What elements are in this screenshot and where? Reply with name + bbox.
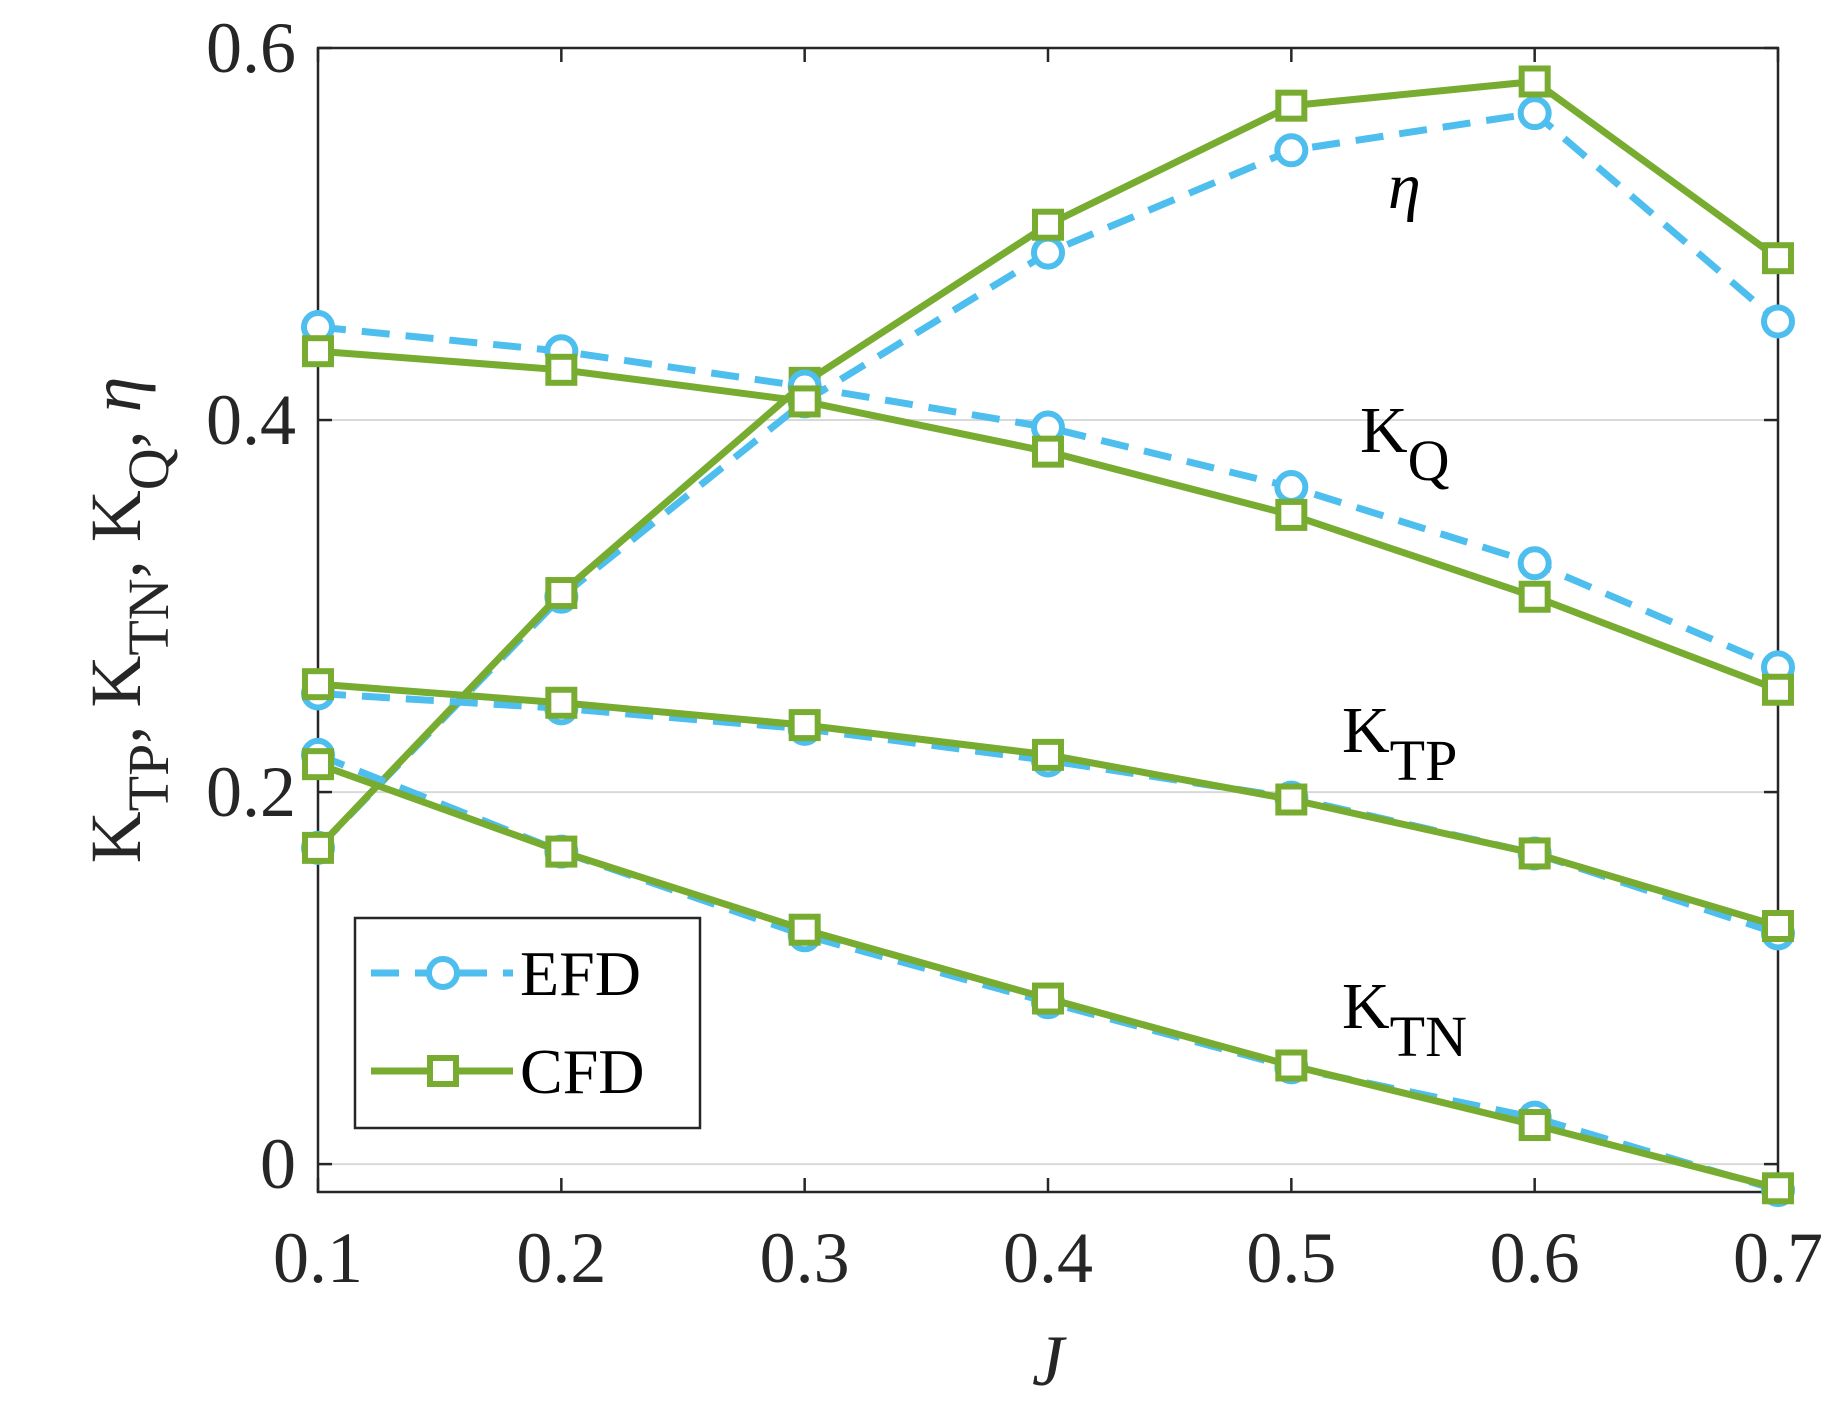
y-tick-label: 0.4 (206, 380, 296, 460)
annotation-subscript: TN (1390, 1004, 1467, 1069)
KTP-cfd-point (1762, 909, 1794, 942)
KTN-cfd-point (1275, 1049, 1308, 1082)
KTN-cfd-series (302, 748, 1794, 1205)
KQ-efd-point (1274, 469, 1309, 504)
y-label-part: , (76, 412, 156, 448)
y-label-part: , K (76, 490, 156, 578)
KTN-annotation: KTN (1342, 970, 1467, 1069)
legend-marker-cfd (427, 1055, 459, 1087)
annotation-base: K (1342, 694, 1390, 767)
y-tick-label: 0.6 (206, 8, 296, 88)
legend-marker-efd (426, 956, 460, 990)
y-axis-label: KTP, KTN, KQ, η (76, 377, 181, 864)
tick-labels: 0.1 0.2 0.3 0.4 0.5 0.6 0.7 0 0.2 0.4 0.6 (206, 8, 1823, 1298)
y-tick-label: 0 (260, 1124, 296, 1204)
x-tick-label: 0.6 (1490, 1218, 1580, 1298)
KQ-cfd-point (788, 385, 821, 418)
KTP-cfd-point (1518, 837, 1551, 870)
KTP-cfd-point (1275, 783, 1308, 816)
KTN-cfd-point (788, 913, 821, 946)
KQ-cfd-point (1762, 673, 1794, 706)
annotation-base: η (1388, 150, 1421, 223)
y-label-subscript: TP (116, 744, 181, 812)
annotation-base: K (1342, 970, 1390, 1043)
eta-efd-point (1274, 133, 1309, 168)
KTP-cfd-point (302, 668, 334, 701)
eta-efd-point (1031, 235, 1065, 270)
x-tick-label: 0.2 (516, 1218, 606, 1298)
annotation-subscript: Q (1408, 428, 1450, 493)
annotation-subscript: TP (1390, 728, 1458, 793)
legend: EFD CFD (353, 916, 702, 1130)
KTP-cfd-point (788, 709, 821, 742)
x-tick-label: 0.4 (1003, 1218, 1093, 1298)
KQ-efd-point (1517, 546, 1552, 581)
y-label-part: , K (76, 656, 156, 744)
KQ-annotation: KQ (1360, 394, 1450, 493)
KQ-cfd-point (545, 353, 578, 386)
eta-annotation: η (1388, 150, 1421, 223)
eta-cfd-point (1275, 89, 1308, 122)
y-label-subscript: TN (116, 578, 181, 655)
legend-label-cfd: CFD (520, 1036, 645, 1107)
KQ-cfd-series (302, 335, 1794, 706)
KTN-cfd-point (1518, 1109, 1551, 1142)
y-axis-label-text: KTP, KTN, KQ, η (76, 377, 181, 864)
eta-cfd-point (1518, 65, 1551, 98)
x-tick-label: 0.1 (273, 1218, 363, 1298)
eta-cfd-point (1032, 208, 1064, 241)
eta-cfd-series (302, 65, 1794, 864)
series-layer (301, 65, 1795, 1208)
KQ-cfd-point (1275, 498, 1308, 531)
KTN-cfd-point (1762, 1172, 1794, 1205)
legend-entry-efd: EFD (371, 938, 641, 1009)
KTP-annotation: KTP (1342, 694, 1457, 793)
KTP-cfd-point (1032, 738, 1064, 771)
x-tick-label: 0.7 (1733, 1218, 1823, 1298)
eta-efd-point (1761, 304, 1795, 339)
KQ-cfd-point (302, 335, 334, 368)
eta-efd-point (1517, 96, 1552, 131)
annotation-base: K (1360, 394, 1408, 467)
KTN-cfd-point (1032, 982, 1064, 1015)
legend-entry-cfd: CFD (371, 1036, 645, 1107)
KQ-cfd-point (1032, 435, 1064, 468)
KTN-cfd-point (302, 748, 334, 781)
legend-box (353, 916, 702, 1130)
KTN-cfd-point (545, 835, 578, 868)
y-label-subscript: Q (116, 448, 181, 490)
y-label-part: K (76, 811, 156, 863)
y-tick-label: 0.2 (206, 752, 296, 832)
eta-cfd-point (545, 577, 578, 610)
x-axis-label: J (1032, 1321, 1067, 1401)
legend-label-efd: EFD (520, 938, 641, 1009)
KTP-cfd-point (545, 686, 578, 719)
eta-cfd-point (302, 831, 334, 864)
x-tick-label: 0.5 (1246, 1218, 1336, 1298)
y-label-part: η (76, 377, 156, 413)
x-tick-label: 0.3 (760, 1218, 850, 1298)
axes (316, 46, 1780, 1194)
eta-cfd-point (1762, 242, 1794, 275)
KQ-cfd-point (1518, 580, 1551, 613)
KTP-cfd-series (302, 668, 1794, 942)
